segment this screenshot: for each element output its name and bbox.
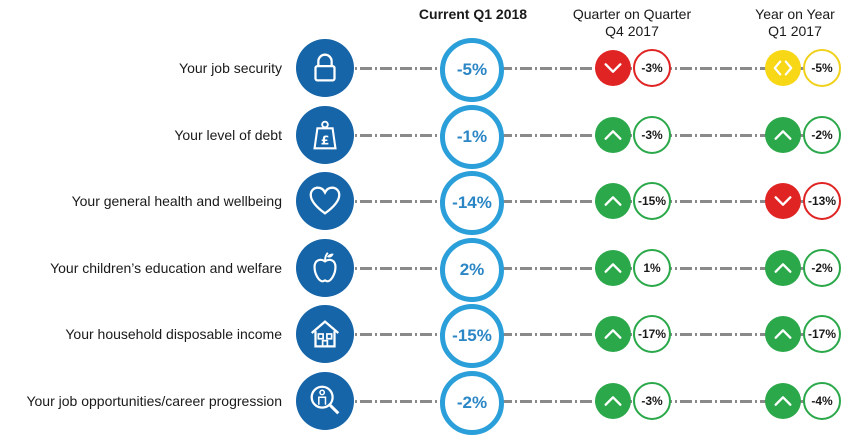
- column-header-qoq: Quarter on Quarter Q4 2017: [562, 6, 702, 40]
- column-header-qoq-line-1: Quarter on Quarter: [572, 6, 692, 22]
- qoq-value: -17%: [633, 315, 671, 353]
- column-header-yoy-line-1: Year on Year: [755, 6, 835, 22]
- magnifier-person-icon: [296, 371, 354, 430]
- column-header-yoy: Year on Year Q1 2017: [740, 6, 850, 40]
- current-value: -5%: [440, 38, 504, 102]
- qoq-chevron-up-icon: [595, 382, 631, 419]
- current-value: 2%: [440, 237, 504, 302]
- chart-row: Your job security -5% -3% -5%: [0, 35, 850, 102]
- qoq-value: -3%: [633, 49, 671, 87]
- row-connector-line: [320, 399, 840, 403]
- yoy-value: -4%: [803, 381, 841, 420]
- yoy-chevron-up-icon: [765, 316, 801, 352]
- chart-row: Your level of debt £ -1% -3% -2%: [0, 102, 850, 169]
- qoq-chevron-up-icon: [595, 316, 631, 352]
- qoq-value: -15%: [633, 182, 671, 220]
- svg-text:£: £: [321, 133, 330, 147]
- column-header-qoq-line-2: Q4 2017: [605, 23, 659, 39]
- apple-icon: [296, 238, 354, 297]
- row-label: Your household disposable income: [65, 326, 282, 342]
- row-label: Your job opportunities/career progressio…: [26, 392, 282, 409]
- current-value: -15%: [440, 304, 504, 368]
- current-value: -14%: [440, 171, 504, 235]
- row-label: Your job security: [179, 60, 282, 76]
- chart-row: Your general health and wellbeing -14% -15…: [0, 168, 850, 235]
- yoy-chevron-up-icon: [765, 116, 801, 153]
- yoy-chevron-down-icon: [765, 183, 801, 219]
- yoy-chevron-up-icon: [765, 382, 801, 419]
- row-connector-line: [320, 200, 840, 203]
- row-connector-line: [320, 133, 840, 137]
- column-header-current: Current Q1 2018: [408, 6, 538, 23]
- yoy-chevron-left-right-icon: [765, 50, 801, 86]
- yoy-value: -13%: [803, 182, 841, 220]
- yoy-value: -5%: [803, 49, 841, 87]
- qoq-value: 1%: [633, 248, 671, 287]
- row-connector-line: [320, 67, 840, 70]
- padlock-icon: [296, 39, 354, 97]
- heart-icon: [296, 172, 354, 230]
- column-header-current-line-1: Current Q1 2018: [418, 6, 528, 22]
- qoq-value: -3%: [633, 115, 671, 154]
- yoy-value: -2%: [803, 115, 841, 154]
- qoq-chevron-up-icon: [595, 116, 631, 153]
- yoy-value: -17%: [803, 315, 841, 353]
- qoq-value: -3%: [633, 381, 671, 420]
- row-label: Your level of debt: [174, 126, 282, 143]
- qoq-chevron-up-icon: [595, 183, 631, 219]
- current-value: -2%: [440, 370, 504, 435]
- chart-row: Your job opportunities/career progressio…: [0, 368, 850, 435]
- qoq-chevron-up-icon: [595, 249, 631, 286]
- row-label: Your children’s education and welfare: [50, 259, 282, 276]
- yoy-chevron-up-icon: [765, 249, 801, 286]
- pound-weight-icon: £: [296, 105, 354, 164]
- row-connector-line: [320, 266, 840, 270]
- house-icon: [296, 305, 354, 363]
- yoy-value: -2%: [803, 248, 841, 287]
- chart-row: Your children’s education and welfare 2% 1…: [0, 235, 850, 302]
- current-value: -1%: [440, 104, 504, 169]
- column-header-yoy-line-2: Q1 2017: [768, 23, 822, 39]
- chart-row: Your household disposable income -15% -17%…: [0, 301, 850, 368]
- row-connector-line: [320, 333, 840, 336]
- row-label: Your general health and wellbeing: [71, 193, 282, 209]
- qoq-chevron-down-icon: [595, 50, 631, 86]
